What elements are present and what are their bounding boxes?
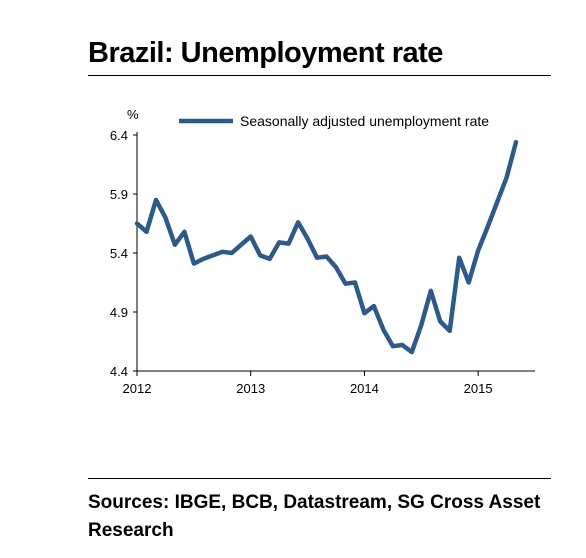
axis-lines [136, 132, 535, 372]
y-axis: 6.4 5.9 5.4 4.9 4.4 [110, 128, 137, 379]
x-tick-label: 2012 [123, 381, 152, 396]
sources-note: Sources: IBGE, BCB, Datastream, SG Cross… [88, 492, 541, 541]
chart-title: Brazil: Unemployment rate [88, 37, 443, 69]
title-rule [88, 75, 551, 76]
sources-rule [88, 478, 551, 479]
x-tick-label: 2015 [464, 381, 493, 396]
y-tick-label: 4.4 [110, 364, 128, 379]
y-tick-label: 4.9 [110, 305, 128, 320]
legend-label: Seasonally adjusted unemployment rate [240, 113, 489, 129]
y-tick-label: 5.4 [110, 246, 128, 261]
y-axis-unit: % [127, 107, 139, 122]
plot-area [134, 139, 519, 355]
x-tick-label: 2013 [236, 381, 265, 396]
x-axis: 2012 2013 2014 2015 [123, 371, 493, 396]
chart: % Seasonally adjusted unemployment rate … [110, 107, 535, 396]
series-line-0 [134, 139, 519, 355]
legend: Seasonally adjusted unemployment rate [179, 113, 489, 129]
x-tick-label: 2014 [350, 381, 379, 396]
y-tick-label: 5.9 [110, 187, 128, 202]
y-tick-label: 6.4 [110, 128, 128, 143]
